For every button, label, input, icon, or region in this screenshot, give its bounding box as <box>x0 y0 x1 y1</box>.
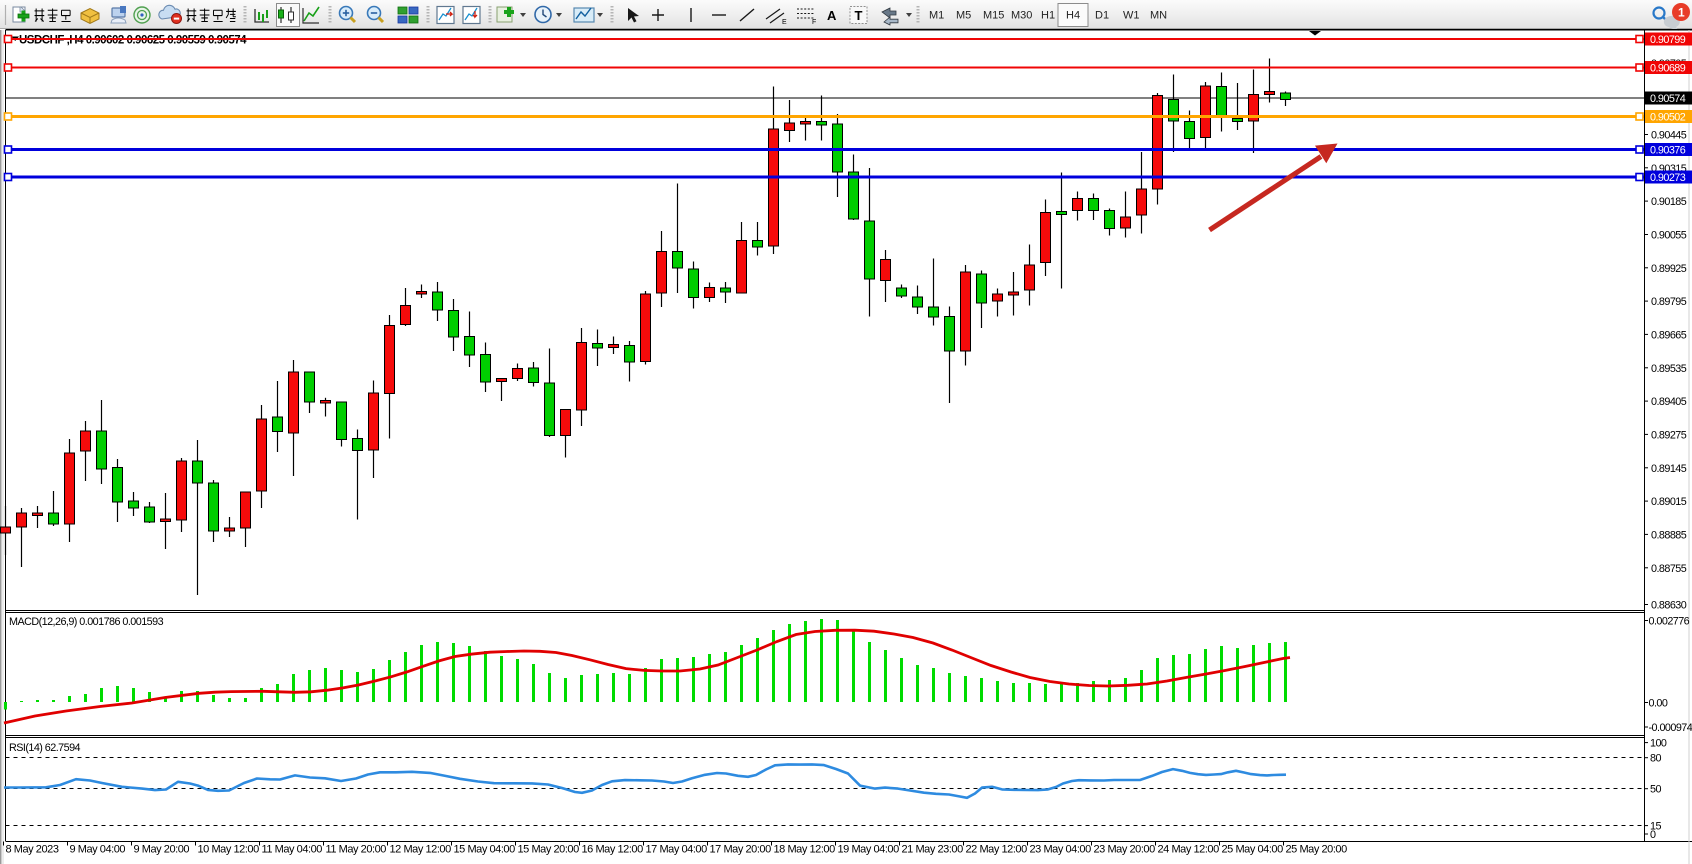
svg-text:9 May 20:00: 9 May 20:00 <box>134 844 190 856</box>
svg-text:16 May 12:00: 16 May 12:00 <box>582 844 644 856</box>
svg-text:11 May 04:00: 11 May 04:00 <box>262 844 323 856</box>
svg-text:0.90689: 0.90689 <box>1650 63 1686 75</box>
svg-text:0.90502: 0.90502 <box>1650 112 1686 124</box>
svg-text:0.89275: 0.89275 <box>1651 429 1687 441</box>
svg-text:18 May 12:00: 18 May 12:00 <box>774 844 836 856</box>
svg-text:M5: M5 <box>956 10 971 22</box>
svg-text:0.90574: 0.90574 <box>1650 93 1686 105</box>
svg-text:W1: W1 <box>1123 10 1140 22</box>
svg-text:23 May 04:00: 23 May 04:00 <box>1030 844 1092 856</box>
svg-text:0.89145: 0.89145 <box>1651 463 1687 475</box>
svg-text:0.89795: 0.89795 <box>1651 296 1687 308</box>
svg-text:0.89535: 0.89535 <box>1651 363 1687 375</box>
svg-text:17 May 20:00: 17 May 20:00 <box>710 844 772 856</box>
svg-text:USDCHF ,H4 0.90602 0.90625 0.: USDCHF ,H4 0.90602 0.90625 0.90559 0.905… <box>19 35 247 47</box>
svg-text:0.90273: 0.90273 <box>1650 172 1686 184</box>
svg-text:0.90185: 0.90185 <box>1651 196 1687 208</box>
svg-text:F: F <box>812 19 816 26</box>
svg-text:H4: H4 <box>1066 10 1080 22</box>
svg-text:M1: M1 <box>929 10 944 22</box>
svg-text:0.90055: 0.90055 <box>1651 230 1687 242</box>
svg-text:80: 80 <box>1650 753 1661 765</box>
svg-text:0.89665: 0.89665 <box>1651 329 1687 341</box>
svg-text:100: 100 <box>1650 738 1667 750</box>
svg-text:19 May 04:00: 19 May 04:00 <box>838 844 900 856</box>
svg-text:23 May 20:00: 23 May 20:00 <box>1094 844 1156 856</box>
svg-text:H1: H1 <box>1041 10 1055 22</box>
svg-text:0.90376: 0.90376 <box>1650 145 1686 157</box>
svg-text:25 May 20:00: 25 May 20:00 <box>1286 844 1348 856</box>
svg-text:0.89405: 0.89405 <box>1651 396 1687 408</box>
svg-text:24 May 12:00: 24 May 12:00 <box>1158 844 1220 856</box>
svg-text:-0.000974: -0.000974 <box>1649 722 1692 734</box>
svg-text:0.90445: 0.90445 <box>1651 130 1687 142</box>
svg-text:1: 1 <box>1678 6 1685 20</box>
svg-text:15 May 04:00: 15 May 04:00 <box>454 844 516 856</box>
svg-text:0.88630: 0.88630 <box>1651 600 1687 612</box>
svg-text:D1: D1 <box>1095 10 1109 22</box>
svg-text:0.00: 0.00 <box>1649 698 1668 710</box>
svg-text:MN: MN <box>1150 10 1167 22</box>
svg-text:11 May 20:00: 11 May 20:00 <box>326 844 387 856</box>
svg-text:15 May 20:00: 15 May 20:00 <box>518 844 580 856</box>
svg-text:0.002776: 0.002776 <box>1649 616 1690 628</box>
svg-text:9 May 04:00: 9 May 04:00 <box>70 844 126 856</box>
svg-text:E: E <box>782 19 787 26</box>
svg-text:10 May 12:00: 10 May 12:00 <box>198 844 260 856</box>
svg-text:T: T <box>855 8 863 23</box>
svg-text:50: 50 <box>1650 784 1661 796</box>
svg-text:0.88755: 0.88755 <box>1651 563 1687 575</box>
svg-text:0: 0 <box>1650 829 1656 841</box>
svg-text:0.89015: 0.89015 <box>1651 496 1687 508</box>
svg-text:0.88885: 0.88885 <box>1651 529 1687 541</box>
svg-text:MACD(12,26,9) 0.001786 0.00159: MACD(12,26,9) 0.001786 0.001593 <box>9 616 164 628</box>
svg-text:0.90799: 0.90799 <box>1650 34 1686 46</box>
svg-text:15: 15 <box>1650 821 1661 833</box>
svg-text:0.89925: 0.89925 <box>1651 263 1687 275</box>
svg-text:A: A <box>827 8 837 23</box>
svg-text:21 May 23:00: 21 May 23:00 <box>902 844 964 856</box>
svg-text:25 May 04:00: 25 May 04:00 <box>1222 844 1284 856</box>
svg-text:17 May 04:00: 17 May 04:00 <box>646 844 708 856</box>
svg-text:M30: M30 <box>1011 10 1032 22</box>
svg-text:M15: M15 <box>983 10 1004 22</box>
svg-text:12 May 12:00: 12 May 12:00 <box>390 844 452 856</box>
svg-text:22 May 12:00: 22 May 12:00 <box>966 844 1028 856</box>
svg-text:8 May 2023: 8 May 2023 <box>6 844 59 856</box>
svg-text:RSI(14) 62.7594: RSI(14) 62.7594 <box>9 742 81 754</box>
